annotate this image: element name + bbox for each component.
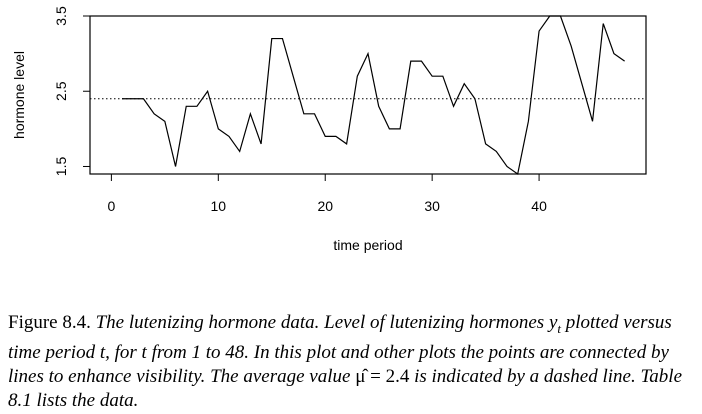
data-point bbox=[410, 61, 411, 62]
plot-frame bbox=[89, 15, 647, 175]
caption-yt: yt bbox=[548, 312, 561, 336]
x-axis: 0 10 20 30 40 bbox=[107, 174, 547, 214]
data-point bbox=[496, 151, 497, 152]
data-point bbox=[538, 30, 539, 31]
x-tick-label: 10 bbox=[211, 198, 227, 214]
data-point bbox=[549, 15, 550, 16]
data-point bbox=[154, 113, 155, 114]
data-point bbox=[571, 45, 572, 46]
y-tick-label: 1.5 bbox=[53, 157, 69, 177]
caption-mu: μ̂ = 2.4 bbox=[355, 365, 410, 387]
data-point bbox=[517, 173, 518, 174]
data-point bbox=[164, 121, 165, 122]
data-point bbox=[239, 151, 240, 152]
caption-label: Figure 8.4. bbox=[8, 312, 91, 333]
data-point bbox=[389, 128, 390, 129]
caption-t2: t bbox=[141, 341, 147, 363]
data-point bbox=[228, 136, 229, 137]
x-tick-label: 40 bbox=[531, 198, 547, 214]
caption-text-2: plotted versus time period bbox=[8, 312, 672, 363]
x-tick-label: 20 bbox=[317, 198, 333, 214]
data-point bbox=[186, 106, 187, 107]
data-point bbox=[335, 136, 336, 137]
data-point bbox=[260, 143, 261, 144]
data-point bbox=[624, 61, 625, 62]
data-point bbox=[474, 98, 475, 99]
data-point bbox=[378, 106, 379, 107]
y-axis-label: hormone level bbox=[11, 51, 27, 139]
caption-text-1: The lutenizing hormone data. Level of lu… bbox=[95, 312, 545, 333]
data-point bbox=[506, 166, 507, 167]
data-point bbox=[250, 113, 251, 114]
caption-text-3: , for bbox=[105, 341, 137, 363]
series-line bbox=[122, 15, 625, 176]
data-point bbox=[271, 38, 272, 39]
data-point bbox=[121, 98, 122, 99]
data-point bbox=[613, 53, 614, 54]
data-point bbox=[132, 98, 133, 99]
data-point bbox=[399, 128, 400, 129]
data-point bbox=[432, 76, 433, 77]
data-point bbox=[592, 121, 593, 122]
caption-t1: t bbox=[99, 341, 106, 363]
data-point bbox=[357, 76, 358, 77]
data-points bbox=[121, 15, 625, 174]
data-point bbox=[175, 166, 176, 167]
data-point bbox=[581, 83, 582, 84]
data-point bbox=[218, 128, 219, 129]
data-point bbox=[603, 23, 604, 24]
data-point bbox=[367, 53, 368, 54]
x-axis-label: time period bbox=[333, 237, 402, 253]
data-point bbox=[442, 76, 443, 77]
data-point bbox=[485, 143, 486, 144]
caption-text-4: from 1 to 48. In this plot and other plo… bbox=[8, 341, 669, 387]
data-point bbox=[303, 113, 304, 114]
data-point bbox=[464, 83, 465, 84]
x-tick-label: 30 bbox=[424, 198, 440, 214]
caption-text-5: is indicated by a dashed line. Table 8.1… bbox=[8, 365, 683, 411]
y-tick-label: 3.5 bbox=[53, 6, 69, 26]
data-point bbox=[560, 15, 561, 16]
data-point bbox=[143, 98, 144, 99]
figure-caption: Figure 8.4. The lutenizing hormone data.… bbox=[8, 311, 698, 413]
data-point bbox=[325, 136, 326, 137]
y-axis: 1.5 2.5 3.5 bbox=[53, 6, 90, 176]
data-point bbox=[207, 91, 208, 92]
data-point bbox=[528, 121, 529, 122]
data-point bbox=[346, 143, 347, 144]
data-point bbox=[453, 106, 454, 107]
time-series-chart: 0 10 20 30 40 1.5 2.5 3.5 time period hormone … bbox=[11, 6, 647, 253]
data-point bbox=[314, 113, 315, 114]
data-point bbox=[196, 106, 197, 107]
x-tick-label: 0 bbox=[107, 198, 115, 214]
data-point bbox=[282, 38, 283, 39]
y-tick-label: 2.5 bbox=[53, 81, 69, 101]
data-point bbox=[293, 76, 294, 77]
data-point bbox=[421, 61, 422, 62]
